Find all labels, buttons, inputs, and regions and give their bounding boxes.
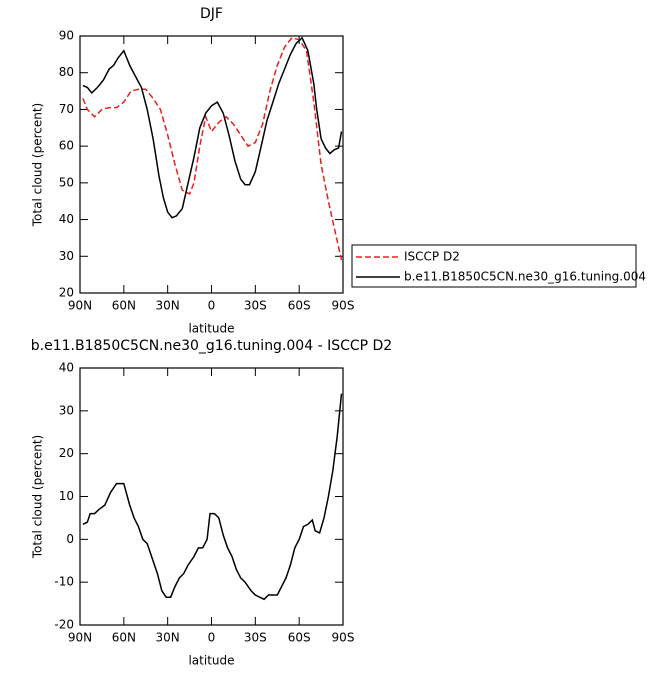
chart-title: b.e11.B1850C5CN.ne30_g16.tuning.004 - IS… xyxy=(31,338,392,354)
y-tick-label: 30 xyxy=(59,249,74,263)
y-tick-label: -20 xyxy=(54,618,74,632)
y-tick-label: 10 xyxy=(59,489,74,503)
x-tick-label: 60N xyxy=(112,631,136,645)
y-axis-label: Total cloud (percent) xyxy=(31,435,45,559)
y-tick-label: 40 xyxy=(59,361,74,375)
plot-frame xyxy=(79,367,344,626)
y-tick-label: 50 xyxy=(59,175,74,189)
x-axis-label: latitude xyxy=(188,654,234,668)
y-tick-label: 70 xyxy=(59,102,74,116)
x-tick-label: 30S xyxy=(244,631,267,645)
series-line xyxy=(82,393,343,601)
legend-label: b.e11.B1850C5CN.ne30_g16.tuning.004 xyxy=(404,270,646,284)
plot-frame xyxy=(79,35,344,294)
y-axis-label: Total cloud (percent) xyxy=(31,103,45,227)
y-tick-label: 0 xyxy=(66,532,74,546)
x-tick-label: 60S xyxy=(288,631,311,645)
chart-title: DJF xyxy=(200,6,223,22)
y-tick-label: 80 xyxy=(59,65,74,79)
x-tick-label: 60N xyxy=(112,299,136,313)
series-line xyxy=(82,36,343,219)
y-tick-label: 20 xyxy=(59,446,74,460)
y-tick-label: 40 xyxy=(59,212,74,226)
y-tick-label: 60 xyxy=(59,139,74,153)
x-axis-label: latitude xyxy=(188,322,234,336)
y-tick-label: 20 xyxy=(59,286,74,300)
y-tick-label: 30 xyxy=(59,403,74,417)
legend-box xyxy=(351,244,637,288)
legend-label: ISCCP D2 xyxy=(404,250,460,264)
y-tick-label: -10 xyxy=(54,575,74,589)
x-tick-label: 60S xyxy=(288,299,311,313)
x-tick-label: 90S xyxy=(332,631,355,645)
x-tick-label: 0 xyxy=(208,299,216,313)
x-tick-label: 90S xyxy=(332,299,355,313)
series-line xyxy=(82,36,343,261)
x-tick-label: 0 xyxy=(208,631,216,645)
x-tick-label: 30N xyxy=(156,299,180,313)
x-tick-label: 90N xyxy=(68,299,92,313)
y-tick-label: 90 xyxy=(59,29,74,43)
x-tick-label: 90N xyxy=(68,631,92,645)
x-tick-label: 30S xyxy=(244,299,267,313)
x-tick-label: 30N xyxy=(156,631,180,645)
